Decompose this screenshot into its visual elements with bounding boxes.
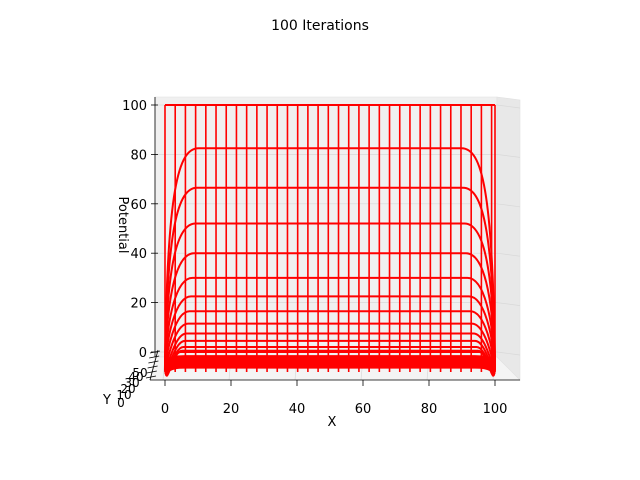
base-curve xyxy=(164,355,496,363)
plateau-curve xyxy=(164,295,496,369)
base-curve xyxy=(164,361,496,370)
base-curve xyxy=(164,360,496,368)
plateau-curve xyxy=(164,322,496,369)
z-gridline-side xyxy=(496,104,521,109)
base-curve xyxy=(164,359,496,367)
base-curve xyxy=(164,356,496,364)
z-gridline-side xyxy=(496,302,521,306)
y-tick-label: 40 xyxy=(128,370,143,384)
side-pane xyxy=(496,96,521,381)
y-axis-label: Y xyxy=(102,393,111,408)
x-tick-label: 80 xyxy=(421,402,438,417)
z-tick-label: 80 xyxy=(130,148,147,163)
y-tick-label: 50 xyxy=(132,366,147,380)
x-axis-label: X xyxy=(328,415,337,430)
y-tick-label: 30 xyxy=(124,376,139,390)
z-gridline-side xyxy=(496,203,521,208)
x-tick-label: 20 xyxy=(223,402,240,417)
z-gridline-side xyxy=(496,252,521,257)
plateau-curve xyxy=(164,252,496,369)
y-tick-mark xyxy=(147,365,158,369)
x-tick-label: 100 xyxy=(483,402,508,417)
z-axis-label: Potential xyxy=(115,197,130,254)
y-axis-line xyxy=(149,349,159,381)
chart-title: 100 Iterations xyxy=(271,18,369,34)
y-tick-label: 10 xyxy=(116,388,131,402)
z-tick-label: 40 xyxy=(130,247,147,262)
plateau-curve xyxy=(164,351,496,377)
base-curve xyxy=(164,366,496,375)
y-tick-label: 20 xyxy=(120,382,135,396)
plateau-curve xyxy=(164,310,496,369)
base-curve xyxy=(164,357,496,366)
z-tick-label: 0 xyxy=(139,346,147,361)
plateau-curve xyxy=(164,276,496,369)
y-tick-mark xyxy=(148,360,159,364)
plateau-curve xyxy=(164,222,496,369)
wireframe xyxy=(164,104,496,377)
y-tick-mark xyxy=(149,350,161,354)
y-tick-label: 0 xyxy=(117,396,125,410)
y-tick-mark xyxy=(149,355,160,359)
x-tick-label: 60 xyxy=(355,402,372,417)
y-tick-mark xyxy=(145,375,157,379)
plateau-curve xyxy=(164,186,496,369)
x-tick-label: 40 xyxy=(289,402,306,417)
z-gridline-side xyxy=(496,351,521,356)
plateau-curve xyxy=(164,147,496,369)
z-gridline-side xyxy=(496,154,521,158)
axes xyxy=(149,97,520,381)
y-tick-mark xyxy=(146,370,157,374)
z-tick-label: 60 xyxy=(130,198,147,213)
base-curve xyxy=(164,364,496,372)
x-tick-label: 0 xyxy=(161,402,169,417)
z-tick-label: 20 xyxy=(130,297,147,312)
base-curve xyxy=(164,365,496,374)
base-curve xyxy=(164,362,496,371)
z-tick-label: 100 xyxy=(122,99,147,114)
